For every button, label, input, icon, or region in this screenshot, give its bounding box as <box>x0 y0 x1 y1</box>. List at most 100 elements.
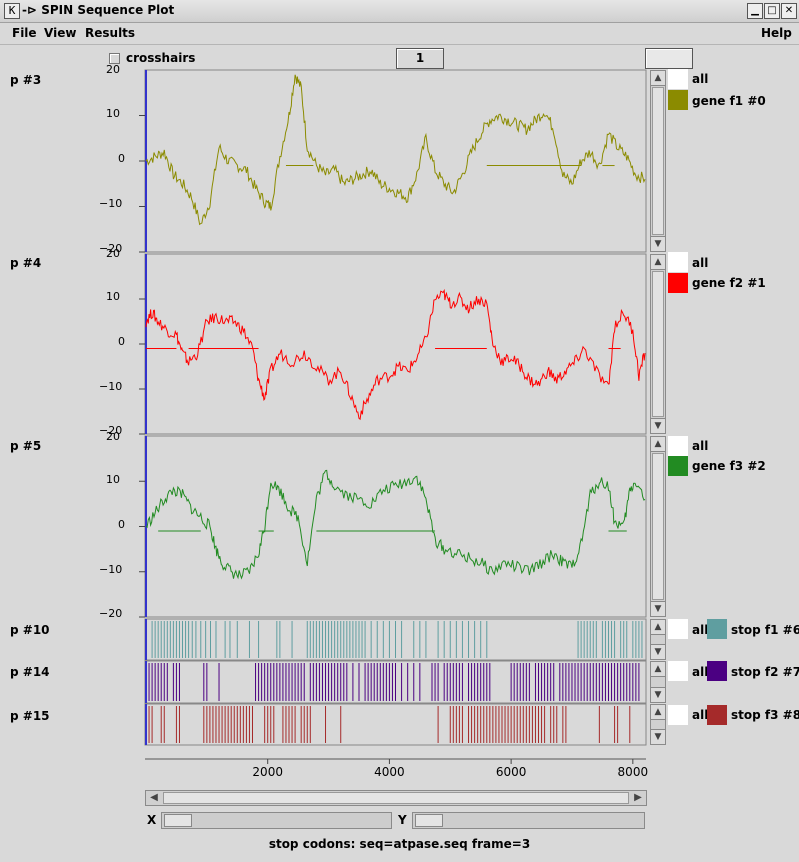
menu-help[interactable]: Help <box>761 26 792 40</box>
ytick-label: 0 <box>118 335 125 348</box>
close-icon[interactable]: ✕ <box>781 3 797 19</box>
ytick-label: 10 <box>106 290 120 303</box>
plot-p15-scrollbar[interactable]: ▲ ▼ <box>650 704 666 745</box>
legend-all-swatch[interactable] <box>668 661 688 681</box>
x-zoom-slider[interactable] <box>161 812 392 829</box>
plot-p4-scrollbar[interactable]: ▲ ▼ <box>650 254 666 434</box>
plot-panel-p15 <box>144 703 647 746</box>
plot-p5-scrollbar[interactable]: ▲ ▼ <box>650 436 666 617</box>
menu-results[interactable]: Results <box>85 26 136 40</box>
ytick-label: −20 <box>99 242 122 255</box>
scroll-down-icon[interactable]: ▼ <box>651 418 665 433</box>
legend-all-label: all <box>692 439 709 453</box>
plot-panel-p10 <box>144 618 647 661</box>
legend-gene-f1-swatch[interactable] <box>668 90 688 110</box>
ytick-label: −20 <box>99 424 122 437</box>
series-stop-f1 <box>151 621 643 658</box>
plot-label-p5: p #5 <box>10 439 42 453</box>
legend-stop-f1-swatch[interactable] <box>707 619 727 639</box>
y-zoom-label: Y <box>398 813 407 827</box>
series-gene-f3 <box>145 469 646 580</box>
legend-all-swatch[interactable] <box>668 705 688 725</box>
x-axis: 2000 4000 6000 8000 <box>145 758 649 779</box>
series-stop-f2 <box>148 663 640 701</box>
crosshairs-checkbox[interactable] <box>109 53 120 64</box>
legend-all-swatch[interactable] <box>668 69 688 89</box>
y-zoom-slider[interactable] <box>412 812 645 829</box>
maximize-icon[interactable]: □ <box>764 3 780 19</box>
scroll-up-icon[interactable]: ▲ <box>651 620 665 635</box>
status-line: stop codons: seq=atpase.seq frame=3 <box>268 837 531 851</box>
plot-p10-scrollbar[interactable]: ▲ ▼ <box>650 619 666 660</box>
app-icon[interactable]: K <box>4 3 20 19</box>
plot-p14-scrollbar[interactable]: ▲ ▼ <box>650 661 666 703</box>
scroll-thumb[interactable] <box>652 87 664 235</box>
plot-label-p4: p #4 <box>10 256 42 270</box>
pin-icon: -⊳ <box>22 3 38 17</box>
legend-stop-f3-swatch[interactable] <box>707 705 727 725</box>
ytick-label: −10 <box>99 380 122 393</box>
series-line <box>145 288 646 421</box>
scroll-up-icon[interactable]: ▲ <box>651 662 665 677</box>
scroll-up-icon[interactable]: ▲ <box>651 437 665 452</box>
scroll-left-icon[interactable]: ◀ <box>150 792 158 803</box>
slider-knob[interactable] <box>415 814 443 827</box>
menu-file[interactable]: File <box>12 26 37 40</box>
xtick-label: 2000 <box>252 765 283 779</box>
plot-panel-p14 <box>144 660 647 704</box>
legend-all-swatch[interactable] <box>668 619 688 639</box>
legend-stop-f2-label: stop f2 #7 <box>731 665 799 679</box>
legend-gene-f2-swatch[interactable] <box>668 273 688 293</box>
plot-frame <box>144 253 647 435</box>
scroll-down-icon[interactable]: ▼ <box>651 644 665 659</box>
xtick-label: 8000 <box>618 765 649 779</box>
legend-all-label: all <box>692 623 709 637</box>
plot-label-p10: p #10 <box>10 623 50 637</box>
scroll-thumb[interactable] <box>652 453 664 600</box>
scroll-up-icon[interactable]: ▲ <box>651 71 665 86</box>
plot-label-p15: p #15 <box>10 709 50 723</box>
ytick-label: 20 <box>106 430 120 443</box>
legend-stop-f2-swatch[interactable] <box>707 661 727 681</box>
blank-input-field[interactable] <box>645 48 693 69</box>
menu-view[interactable]: View <box>44 26 77 40</box>
legend-gene-f3-swatch[interactable] <box>668 456 688 476</box>
scroll-right-icon[interactable]: ▶ <box>634 792 642 803</box>
x-zoom-label: X <box>147 813 157 827</box>
legend-all-label: all <box>692 665 709 679</box>
legend-all-swatch[interactable] <box>668 436 688 456</box>
scroll-up-icon[interactable]: ▲ <box>651 705 665 720</box>
scroll-up-icon[interactable]: ▲ <box>651 255 665 270</box>
legend-all-label: all <box>692 256 709 270</box>
minimize-icon[interactable]: ▁ <box>747 3 763 19</box>
legend-all-label: all <box>692 708 709 722</box>
slider-knob[interactable] <box>164 814 192 827</box>
plot-panel-p5: 20 10 0 −10 −20 <box>99 430 647 620</box>
ytick-label: 0 <box>118 152 125 165</box>
series-line <box>145 469 646 580</box>
horizontal-scrollbar[interactable]: ◀ ▶ <box>145 790 647 806</box>
scroll-down-icon[interactable]: ▼ <box>651 601 665 616</box>
menu-bar: File View Results Help <box>0 22 799 45</box>
plot-p3-scrollbar[interactable]: ▲ ▼ <box>650 70 666 252</box>
ytick-label: 20 <box>106 247 120 260</box>
ytick-label: 10 <box>106 107 120 120</box>
legend-stop-f1-label: stop f1 #6 <box>731 623 799 637</box>
window-title: -⊳ SPIN Sequence Plot <box>22 3 174 17</box>
scroll-thumb[interactable] <box>163 792 629 804</box>
series-stop-f3 <box>148 706 631 743</box>
crosshairs-label: crosshairs <box>126 51 196 65</box>
series-line <box>145 74 646 226</box>
scroll-down-icon[interactable]: ▼ <box>651 729 665 744</box>
scroll-thumb[interactable] <box>652 271 664 417</box>
legend-all-swatch[interactable] <box>668 252 688 272</box>
title-bar: K -⊳ SPIN Sequence Plot ▁ □ ✕ <box>0 0 799 23</box>
series-gene-f1 <box>145 74 646 226</box>
scroll-down-icon[interactable]: ▼ <box>651 687 665 702</box>
ytick-label: 10 <box>106 473 120 486</box>
scroll-down-icon[interactable]: ▼ <box>651 236 665 251</box>
window-title-text: SPIN Sequence Plot <box>41 3 175 17</box>
plot-frame <box>144 703 647 746</box>
plot-counter-field[interactable]: 1 <box>396 48 444 69</box>
